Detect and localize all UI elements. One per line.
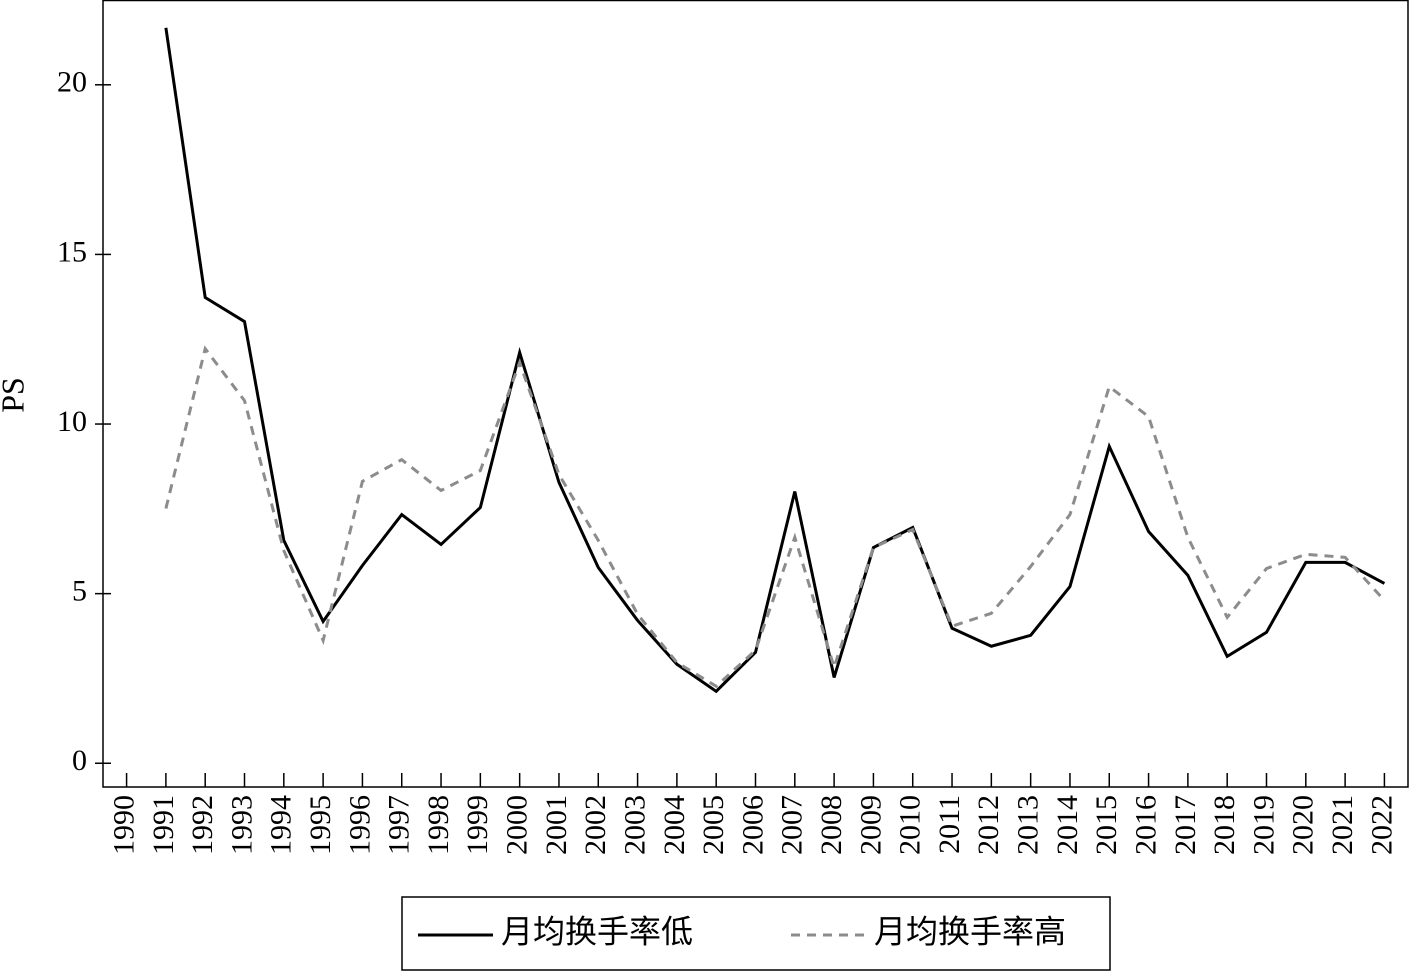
x-tick-label: 2005 (697, 795, 730, 855)
y-axis-label: PS (0, 377, 30, 413)
legend-label: 月均换手率低 (501, 913, 693, 949)
x-tick-label: 1999 (461, 795, 494, 855)
x-tick-label: 2009 (854, 795, 887, 855)
series-line (164, 27, 1386, 694)
x-tick-label: 2022 (1365, 795, 1398, 855)
y-tick-label: 5 (72, 575, 87, 608)
series-line (164, 345, 1386, 689)
x-tick-label: 1990 (107, 795, 140, 855)
x-tick-label: 2010 (894, 795, 927, 855)
x-tick-label: 1995 (304, 795, 337, 855)
x-tick-label: 1993 (225, 795, 258, 855)
x-tick-label: 1991 (147, 795, 180, 855)
x-tick-label: 2017 (1169, 795, 1202, 855)
x-tick-label: 2015 (1090, 795, 1123, 855)
legend-box (401, 896, 1111, 971)
x-tick-label: 1997 (383, 795, 416, 855)
y-tick-label: 10 (57, 405, 87, 438)
x-tick-label: 2003 (618, 795, 651, 855)
x-tick-label: 2012 (972, 795, 1005, 855)
x-tick-label: 2004 (658, 795, 691, 855)
x-tick-label: 2000 (501, 795, 534, 855)
legend-label: 月均换手率高 (874, 913, 1066, 949)
y-tick-label: 0 (72, 744, 87, 777)
x-tick-label: 1996 (343, 795, 376, 855)
x-tick-label: 2020 (1287, 795, 1320, 855)
x-tick-label: 1998 (422, 795, 455, 855)
plot-frame (102, 0, 1409, 788)
x-tick-label: 1994 (265, 795, 298, 855)
x-tick-label: 2007 (776, 795, 809, 855)
x-tick-label: 2008 (815, 795, 848, 855)
x-tick-label: 2016 (1129, 795, 1162, 855)
x-tick-label: 2019 (1247, 795, 1280, 855)
y-tick-label: 15 (57, 235, 87, 268)
x-tick-label: 2013 (1012, 795, 1045, 855)
x-tick-label: 1992 (186, 795, 219, 855)
x-tick-label: 2014 (1051, 795, 1084, 855)
legend: 月均换手率低 月均换手率高 (401, 896, 1111, 971)
y-tick-label: 20 (57, 66, 87, 99)
x-tick-label: 2011 (933, 795, 966, 854)
x-tick-label: 2018 (1208, 795, 1241, 855)
x-tick-label: 2002 (579, 795, 612, 855)
x-tick-label: 2021 (1326, 795, 1359, 855)
x-tick-label: 2006 (736, 795, 769, 855)
x-tick-label: 2001 (540, 795, 573, 855)
